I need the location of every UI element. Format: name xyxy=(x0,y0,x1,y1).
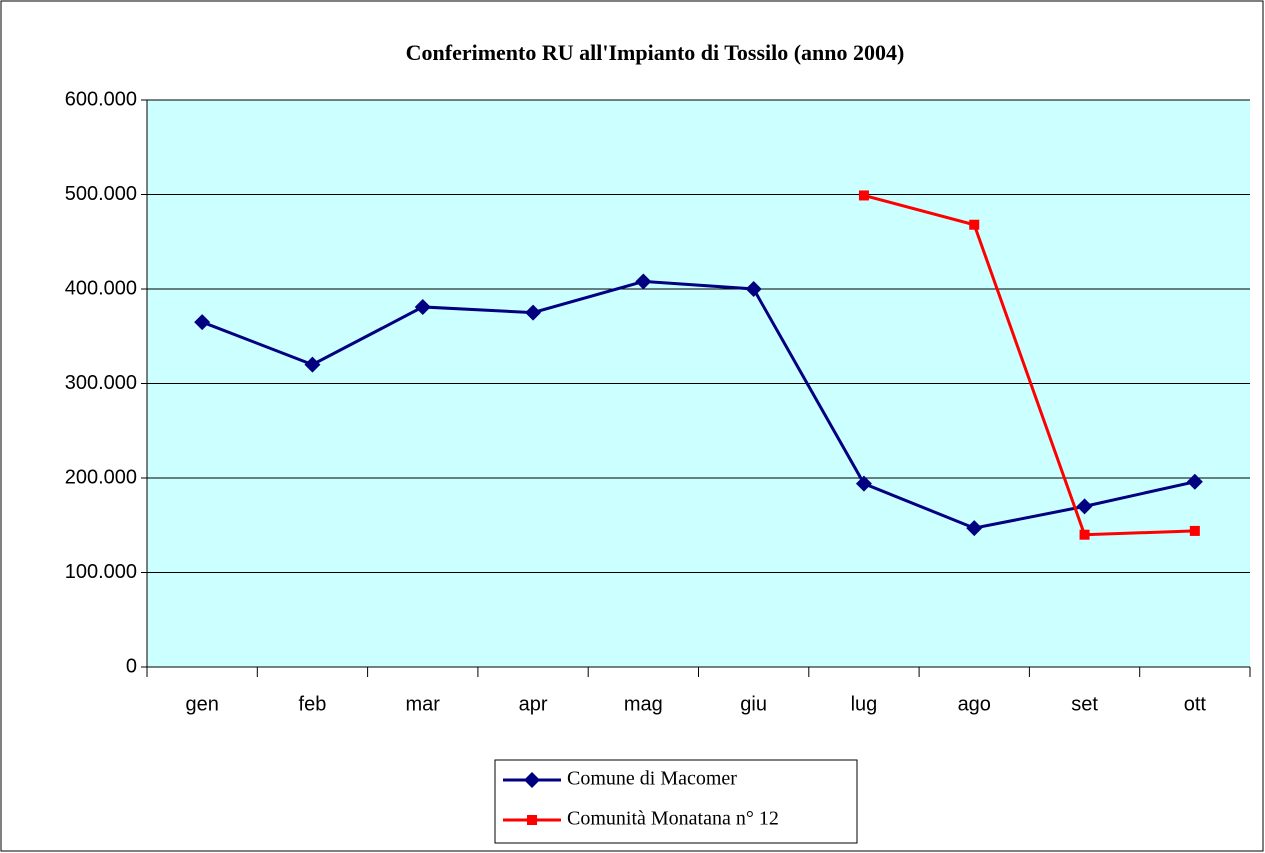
legend-label: Comunità Monatana n° 12 xyxy=(567,808,779,830)
legend-marker xyxy=(527,815,537,825)
y-tick-label: 300.000 xyxy=(65,372,137,394)
data-marker xyxy=(858,190,869,201)
legend-box xyxy=(494,759,858,844)
data-marker xyxy=(855,475,872,492)
x-tick-label: ott xyxy=(1184,693,1207,715)
x-tick-label: feb xyxy=(299,693,327,715)
y-tick-label: 600.000 xyxy=(65,88,137,110)
y-tick-label: 0 xyxy=(126,655,137,677)
data-marker xyxy=(966,520,983,537)
data-marker xyxy=(745,281,762,297)
legend: Comune di Macomer Comunità Monatana n° 12 xyxy=(494,759,858,844)
series-line xyxy=(863,193,1195,537)
x-tick-label: set xyxy=(1071,693,1098,715)
data-marker xyxy=(969,219,980,230)
x-tick-label: giu xyxy=(740,693,767,715)
data-marker xyxy=(304,356,321,373)
x-tick-label: mar xyxy=(406,693,441,715)
y-tick-label: 100.000 xyxy=(65,561,137,583)
chart-title: Conferimento RU all'Impianto di Tossilo … xyxy=(406,40,905,65)
x-tick-label: ago xyxy=(958,693,991,715)
y-tick-label: 500.000 xyxy=(65,183,137,205)
data-marker xyxy=(1189,525,1200,536)
series-line xyxy=(201,279,1196,530)
x-tick-label: mag xyxy=(624,693,663,715)
data-marker xyxy=(194,314,211,331)
data-marker xyxy=(1079,529,1090,540)
x-tick-label: lug xyxy=(851,693,878,715)
data-marker xyxy=(1186,473,1203,490)
y-tick-label: 200.000 xyxy=(65,466,137,488)
data-marker xyxy=(414,298,431,315)
data-marker xyxy=(525,304,542,321)
legend-marker xyxy=(524,772,540,788)
x-tick-label: apr xyxy=(519,693,548,715)
data-marker xyxy=(1076,498,1093,515)
legend-label: Comune di Macomer xyxy=(567,768,737,790)
y-tick-label: 400.000 xyxy=(65,277,137,299)
data-marker xyxy=(635,273,652,290)
x-tick-label: gen xyxy=(185,693,218,715)
